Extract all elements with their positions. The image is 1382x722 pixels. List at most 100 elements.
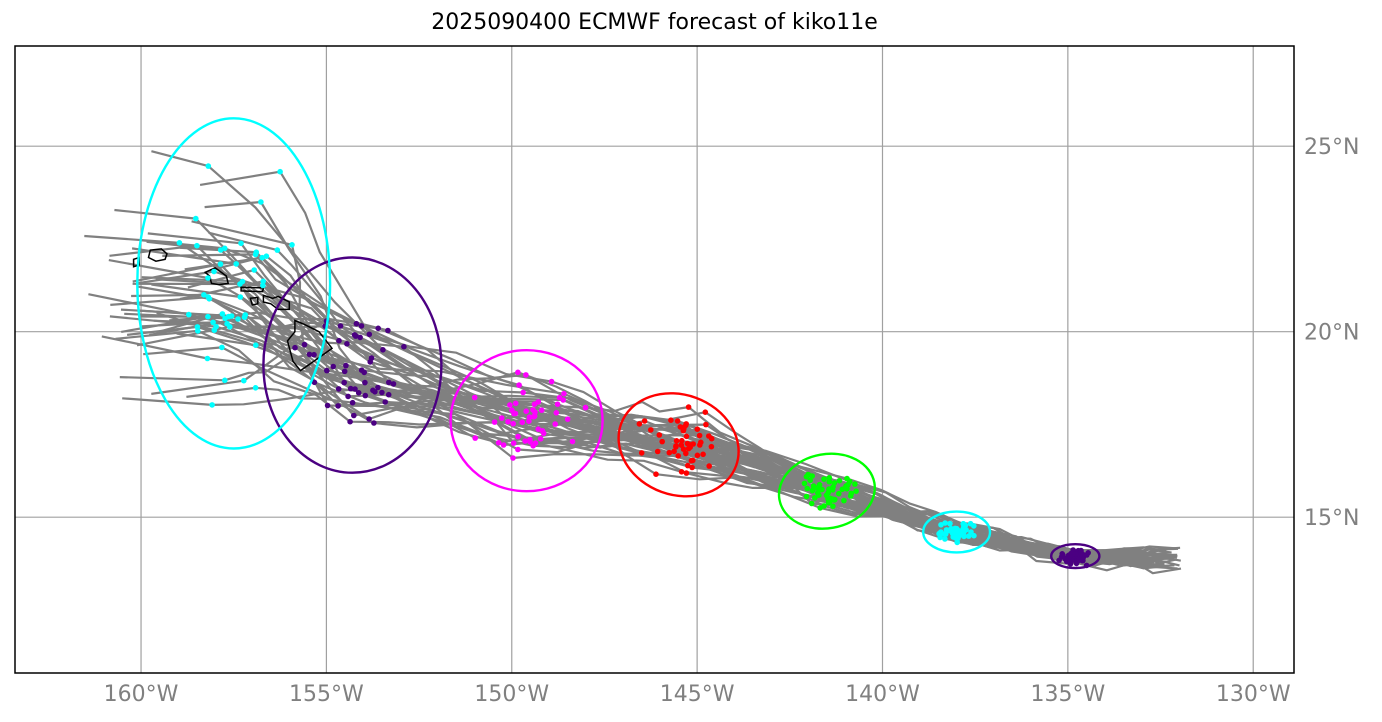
ensemble-position-point	[366, 331, 373, 338]
ensemble-track	[141, 321, 1143, 560]
ensemble-position-point	[515, 369, 521, 376]
ensemble-position-point	[375, 325, 382, 332]
ensemble-position-point	[685, 462, 691, 469]
ensemble-position-point	[311, 379, 318, 386]
ensemble-track	[115, 329, 1143, 561]
ensemble-position-point	[252, 385, 259, 391]
ensemble-position-point	[1062, 556, 1069, 563]
ensemble-position-point	[548, 378, 555, 385]
ensemble-position-point	[685, 404, 692, 410]
ensemble-position-point	[804, 485, 810, 492]
ensemble-position-point	[641, 418, 648, 424]
ensemble-position-point	[688, 457, 695, 464]
ensemble-position-point	[347, 418, 353, 425]
ensemble-position-point	[371, 420, 377, 426]
ensemble-position-point	[343, 362, 349, 369]
ensemble-position-point	[1056, 557, 1062, 564]
ensemble-position-point	[498, 415, 505, 421]
ensemble-position-point	[205, 163, 212, 169]
ensemble-position-point	[385, 327, 391, 334]
ensemble-position-point	[274, 247, 281, 253]
ensemble-position-point	[292, 344, 298, 351]
ensemble-position-point	[540, 430, 547, 437]
ensemble-position-point	[971, 523, 977, 529]
ensemble-position-point	[362, 379, 368, 386]
ensemble-position-point	[505, 418, 511, 425]
ensemble-position-point	[241, 377, 247, 384]
lat-tick-label: 15°N	[1304, 506, 1359, 531]
ensemble-position-point	[1076, 556, 1083, 563]
island-maui	[262, 294, 291, 311]
ensemble-position-point	[227, 324, 233, 330]
ensemble-position-point	[942, 536, 948, 542]
ensemble-position-point	[205, 275, 211, 281]
ensemble-position-point	[685, 445, 692, 452]
ensemble-position-point	[821, 476, 827, 482]
ensemble-position-point	[341, 379, 348, 386]
ensemble-position-point	[193, 215, 199, 222]
ensemble-position-point	[251, 267, 257, 273]
ensemble-position-point	[176, 240, 183, 246]
ensemble-position-point	[654, 448, 661, 455]
ensemble-position-point	[344, 341, 350, 347]
ensemble-position-point	[683, 433, 690, 440]
ensemble-position-point	[937, 534, 943, 541]
ensemble-position-point	[666, 449, 673, 456]
ensemble-position-point	[379, 389, 385, 396]
ensemble-position-point	[352, 386, 358, 392]
ensemble-position-point	[680, 426, 687, 433]
ensemble-position-point	[553, 410, 560, 416]
ensemble-position-point	[826, 486, 832, 492]
ensemble-position-point	[324, 367, 330, 374]
ensemble-track	[108, 259, 1181, 562]
ensemble-position-point	[358, 323, 365, 329]
ensemble-position-point	[375, 384, 381, 391]
ensemble-position-point	[836, 477, 843, 484]
ensemble-position-point	[694, 426, 701, 433]
uncertainty-ellipse-day-3	[777, 452, 877, 530]
map-title: 2025090400 ECMWF forecast of kiko11e	[431, 10, 878, 35]
ensemble-position-point	[277, 168, 283, 175]
ensemble-position-point	[537, 436, 544, 442]
ensemble-position-point	[523, 372, 529, 378]
ensemble-position-point	[205, 313, 211, 320]
ensemble-position-point	[801, 480, 808, 487]
ensemble-position-point	[694, 452, 701, 459]
ensemble-position-point	[673, 438, 680, 444]
ensemble-position-point	[671, 448, 677, 455]
ensemble-position-point	[472, 435, 479, 441]
ensemble-position-point	[235, 316, 241, 322]
ensemble-position-point	[825, 499, 832, 506]
ensemble-position-point	[510, 440, 517, 447]
ensemble-position-point	[683, 470, 690, 476]
ensemble-position-point	[708, 443, 715, 450]
ensemble-position-point	[515, 446, 521, 453]
ensemble-position-point	[211, 327, 218, 334]
ensemble-position-point	[263, 253, 270, 259]
ensemble-position-point	[516, 382, 522, 388]
ensemble-position-point	[531, 413, 538, 419]
ensemble-position-point	[259, 254, 266, 261]
ensemble-position-point	[357, 334, 363, 341]
lon-tick-label: 145°W	[660, 682, 735, 707]
ensemble-position-point	[668, 417, 674, 424]
ensemble-position-point	[530, 443, 536, 449]
ensemble-position-point	[678, 442, 685, 448]
ensemble-position-point	[335, 386, 342, 392]
ensemble-position-point	[355, 390, 362, 396]
ensemble-position-point	[1077, 552, 1083, 558]
ensemble-position-point	[538, 407, 545, 414]
ensemble-position-point	[311, 351, 317, 358]
ensemble-position-point	[512, 400, 519, 407]
ensemble-position-point	[831, 480, 838, 486]
ensemble-position-point	[648, 427, 654, 433]
ensemble-position-point	[211, 268, 217, 275]
lon-tick-label: 140°W	[845, 682, 920, 707]
ensemble-position-point	[817, 505, 823, 511]
ensemble-position-point	[582, 404, 589, 411]
ensemble-position-point	[186, 311, 192, 318]
ensemble-position-point	[965, 533, 972, 539]
ensemble-position-point	[560, 397, 566, 403]
ensemble-position-point	[241, 314, 248, 321]
ensemble-position-point	[228, 313, 235, 319]
